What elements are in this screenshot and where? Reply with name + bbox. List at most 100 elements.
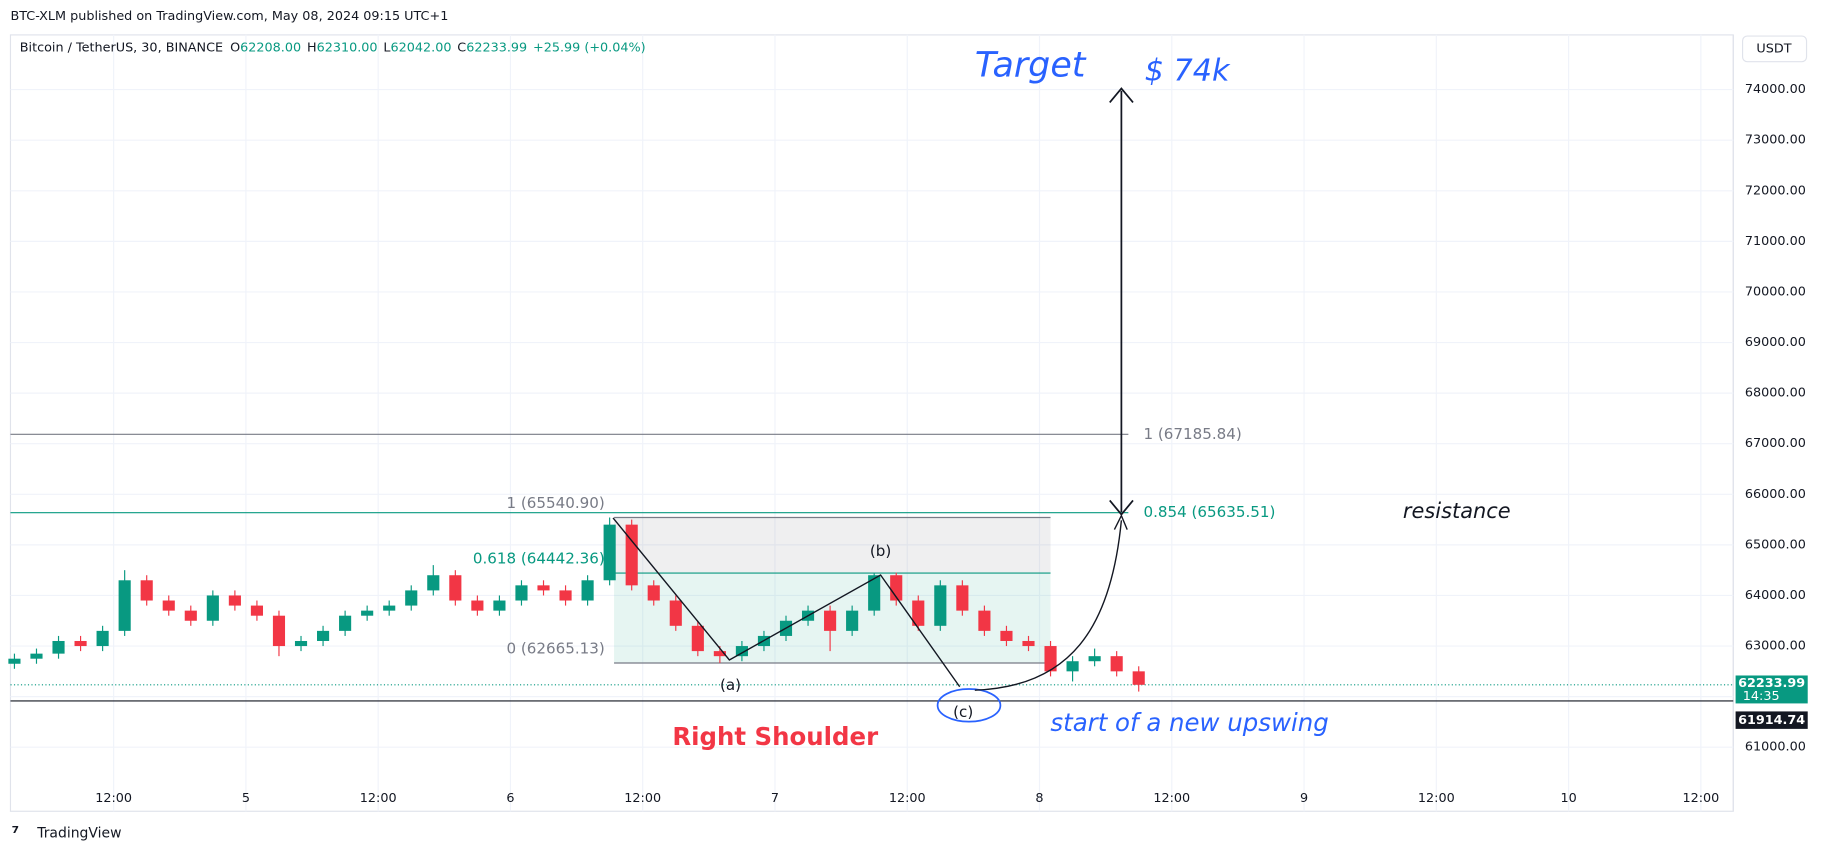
candle-body — [405, 590, 418, 606]
x-tick-label: 12:00 — [95, 791, 132, 806]
arrow-head — [1113, 513, 1128, 530]
candle-body — [1110, 656, 1123, 672]
fib-label: 0.618 (64442.36) — [473, 550, 605, 568]
y-tick-label: 70000.00 — [1745, 284, 1806, 299]
candle-body — [118, 580, 131, 631]
x-tick-label: 12:00 — [889, 791, 926, 806]
candle-body — [96, 630, 109, 647]
candles — [8, 517, 1145, 692]
y-tick-label: 74000.00 — [1745, 82, 1806, 97]
x-tick-label: 7 — [771, 791, 779, 806]
upswing-curve — [974, 520, 1123, 691]
x-tick-label: 8 — [1035, 791, 1043, 806]
candle-body — [824, 610, 837, 631]
candle-body — [1000, 630, 1013, 641]
y-tick-label: 63000.00 — [1745, 639, 1806, 654]
grid — [10, 34, 1734, 812]
candle-body — [515, 585, 528, 601]
candle-body — [294, 640, 308, 647]
currency-button[interactable] — [1741, 35, 1808, 63]
wave-label: (b) — [870, 542, 891, 560]
target-label: Target — [975, 45, 1087, 85]
resistance-label: resistance — [1403, 499, 1511, 523]
candle-body — [206, 595, 219, 621]
candle-body — [427, 575, 440, 591]
candle-body — [934, 585, 947, 626]
candle-body — [647, 585, 660, 601]
candle-body — [713, 651, 726, 657]
x-tick-label: 12:00 — [1418, 791, 1455, 806]
candle-body — [140, 580, 153, 601]
countdown: 14:35 — [1743, 689, 1780, 704]
marker-tag — [1735, 711, 1808, 729]
x-tick-label: 12:00 — [360, 791, 397, 806]
candle-body — [52, 640, 65, 654]
candle-body — [162, 600, 175, 611]
last-price-tag — [1735, 675, 1808, 704]
y-tick-label: 69000.00 — [1745, 335, 1806, 350]
candle-body — [317, 630, 330, 641]
y-tick-label: 71000.00 — [1745, 234, 1806, 249]
ohlc-key: O — [230, 40, 240, 55]
ohlc-value: 62042.00 — [390, 40, 451, 55]
candle-body — [30, 653, 43, 659]
candle-body — [1132, 671, 1145, 685]
candle-body — [250, 605, 263, 616]
ohlc-value: 62208.00 — [240, 40, 301, 55]
candle-body — [559, 590, 572, 601]
candle-body — [361, 610, 374, 616]
candle-body — [1066, 661, 1079, 672]
x-tick-label: 9 — [1300, 791, 1308, 806]
x-tick-label: 6 — [506, 791, 514, 806]
y-tick-label: 67000.00 — [1745, 436, 1806, 451]
change: +25.99 (+0.04%) — [533, 40, 646, 55]
levels: 1 (65540.90) 0.618 (64442.36) 0 (62665.13)… — [10, 425, 1734, 702]
candle-body — [272, 615, 286, 647]
candle-body — [890, 575, 903, 601]
candle-body — [493, 600, 506, 611]
ohlc-value: 62310.00 — [317, 40, 378, 55]
candle-body — [625, 524, 638, 586]
candle-body — [956, 585, 969, 611]
last-price-label: 62233.99 — [1738, 676, 1805, 691]
upswing-label: start of a new upswing — [1050, 708, 1328, 737]
level-label: 0.854 (65635.51) — [1143, 503, 1275, 521]
ohlc-key: L — [383, 40, 391, 55]
ohlc: O62208.00 H62310.00 L62042.00 C62233.99 — [230, 40, 527, 55]
x-tick-label: 5 — [242, 791, 250, 806]
symbol: Bitcoin / TetherUS, 30, BINANCE — [20, 40, 223, 55]
brand-logo: ⁷ — [12, 823, 20, 843]
ohlc-key: C — [457, 40, 466, 55]
publisher: BTC-XLM published on TradingView.com, Ma… — [10, 9, 448, 24]
fib-label: 1 (65540.90) — [506, 494, 604, 512]
fib-zone — [614, 517, 1051, 574]
highlight-ellipse — [936, 688, 1002, 723]
candle-body — [603, 524, 616, 581]
candle-body — [383, 605, 396, 611]
target-value: $ 74k — [1145, 54, 1231, 89]
marker-label: 61914.74 — [1738, 713, 1805, 728]
candle-body — [669, 600, 682, 626]
x-tick-label: 12:00 — [1153, 791, 1190, 806]
plot-border — [9, 34, 1734, 812]
fib-label: 0 (62665.13) — [506, 640, 604, 658]
wave-label: (c) — [953, 703, 973, 721]
x-tick-label: 12:00 — [1682, 791, 1719, 806]
legend: Bitcoin / TetherUS, 30, BINANCE O62208.00… — [20, 40, 646, 55]
ohlc-key: H — [307, 40, 317, 55]
candle-body — [449, 575, 462, 601]
candle-body — [1022, 640, 1035, 647]
y-tick-label: 68000.00 — [1745, 386, 1806, 401]
candle-body — [8, 658, 21, 664]
y-tick-label: 66000.00 — [1745, 487, 1806, 502]
level-label: 1 (67185.84) — [1143, 425, 1241, 443]
y-tick-label: 73000.00 — [1745, 133, 1806, 148]
candle-body — [912, 600, 925, 626]
candle-body — [868, 575, 881, 611]
ohlc-value: 62233.99 — [466, 40, 527, 55]
candle-body — [74, 640, 87, 647]
candle-body — [846, 610, 859, 631]
axes: 61000.0062000.0063000.0064000.0065000.00… — [95, 82, 1808, 806]
